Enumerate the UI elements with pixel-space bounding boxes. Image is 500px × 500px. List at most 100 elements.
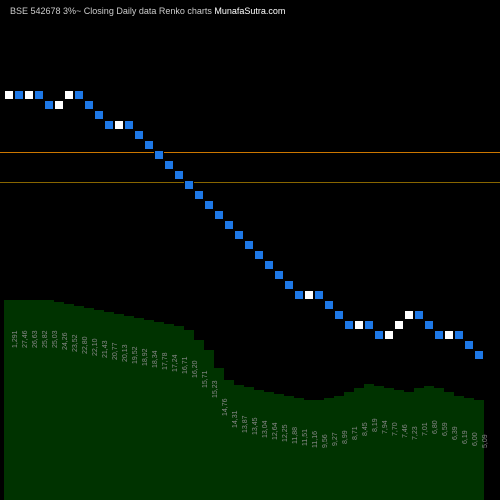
x-axis-label: 8,71 [352,426,359,440]
x-axis-label: 13,45 [252,417,259,435]
area-fill-column [314,400,324,500]
x-axis-label: 18,92 [142,348,149,366]
renko-brick-down [294,290,304,300]
x-axis-label: 13,87 [242,415,249,433]
renko-brick-down [364,320,374,330]
area-fill-column [244,387,254,500]
renko-brick-down [204,200,214,210]
x-axis-label: 7,94 [382,420,389,434]
x-axis-label: 8,99 [342,430,349,444]
x-axis-label: 6,39 [452,426,459,440]
renko-brick-up [114,120,124,130]
x-axis-label: 20,77 [112,342,119,360]
renko-brick-down [374,330,384,340]
x-axis-label: 14,31 [232,410,239,428]
renko-brick-down [104,120,114,130]
x-axis-label: 8,19 [372,418,379,432]
x-axis-label: 5,09 [482,434,489,448]
area-fill-column [474,400,484,500]
renko-brick-up [4,90,14,100]
renko-brick-down [144,140,154,150]
renko-brick-down [454,330,464,340]
x-axis-label: 17,78 [162,352,169,370]
renko-brick-up [444,330,454,340]
area-fill-column [444,392,454,500]
area-fill-column [434,388,444,500]
chart-title: BSE 542678 3%~ Closing Daily data Renko … [10,6,285,16]
x-axis-label: 25,82 [42,330,49,348]
x-axis-label: 6,19 [462,430,469,444]
renko-brick-down [474,350,484,360]
renko-brick-down [214,210,224,220]
renko-brick-down [224,220,234,230]
renko-brick-down [44,100,54,110]
renko-brick-down [464,340,474,350]
x-axis-label: 6,80 [432,420,439,434]
x-axis-label: 6,00 [472,432,479,446]
area-fill-column [294,398,304,500]
area-fill-column [154,322,164,500]
renko-brick-down [154,150,164,160]
renko-brick-down [134,130,144,140]
renko-brick-down [34,90,44,100]
x-axis-label: 14,76 [222,398,229,416]
x-axis-label: 8,45 [362,422,369,436]
x-axis-label: 16,71 [182,356,189,374]
renko-brick-down [254,250,264,260]
x-axis-label: 22,10 [92,338,99,356]
title-prefix: BSE 542678 3%~ Closing Daily data Renko … [10,6,214,16]
x-axis-label: 17,24 [172,354,179,372]
x-axis-label: 9,27 [332,432,339,446]
x-axis-label: 23,52 [72,334,79,352]
x-axis-label: 18,34 [152,350,159,368]
x-axis-label: 11,51 [302,429,309,446]
area-fill-column [384,388,394,500]
x-axis-label: 7,46 [402,424,409,438]
renko-brick-up [384,330,394,340]
area-fill-column [364,384,374,500]
area-fill-column [464,398,474,500]
area-fill-column [354,388,364,500]
area-fill-column [334,396,344,500]
renko-brick-down [284,280,294,290]
area-fill-column [164,324,174,500]
x-axis-label: 12,64 [272,422,279,440]
title-highlight: MunafaSutra.com [214,6,285,16]
area-fill-column [414,388,424,500]
area-fill-column [344,392,354,500]
renko-brick-down [74,90,84,100]
renko-brick-down [244,240,254,250]
x-axis-label: 15,71 [202,370,209,388]
renko-brick-down [334,310,344,320]
area-fill-column [374,386,384,500]
x-axis-label: 19,52 [132,346,139,364]
area-fill-column [404,392,414,500]
renko-brick-up [394,320,404,330]
x-axis-label: 22,80 [82,336,89,354]
renko-brick-down [94,110,104,120]
renko-brick-down [124,120,134,130]
x-axis-label: 7,70 [392,422,399,436]
area-fill-column [144,320,154,500]
x-axis-label: 27,46 [22,330,29,348]
renko-brick-down [414,310,424,320]
x-axis-label: 1,291 [12,330,19,348]
renko-brick-down [274,270,284,280]
renko-brick-down [174,170,184,180]
x-axis-label: 20,13 [122,344,129,362]
area-fill-column [284,396,294,500]
x-axis-label: 7,01 [422,422,429,436]
area-fill-column [274,394,284,500]
x-axis-label: 13,04 [262,420,269,438]
x-axis-label: 26,63 [32,330,39,348]
renko-brick-up [304,290,314,300]
area-fill-column [304,400,314,500]
renko-brick-down [314,290,324,300]
x-axis-label: 24,26 [62,332,69,350]
x-axis-label: 11,16 [312,431,319,448]
x-axis-label: 25,03 [52,330,59,348]
area-fill-column [394,390,404,500]
renko-brick-down [324,300,334,310]
area-fill-column [234,385,244,500]
renko-brick-down [264,260,274,270]
